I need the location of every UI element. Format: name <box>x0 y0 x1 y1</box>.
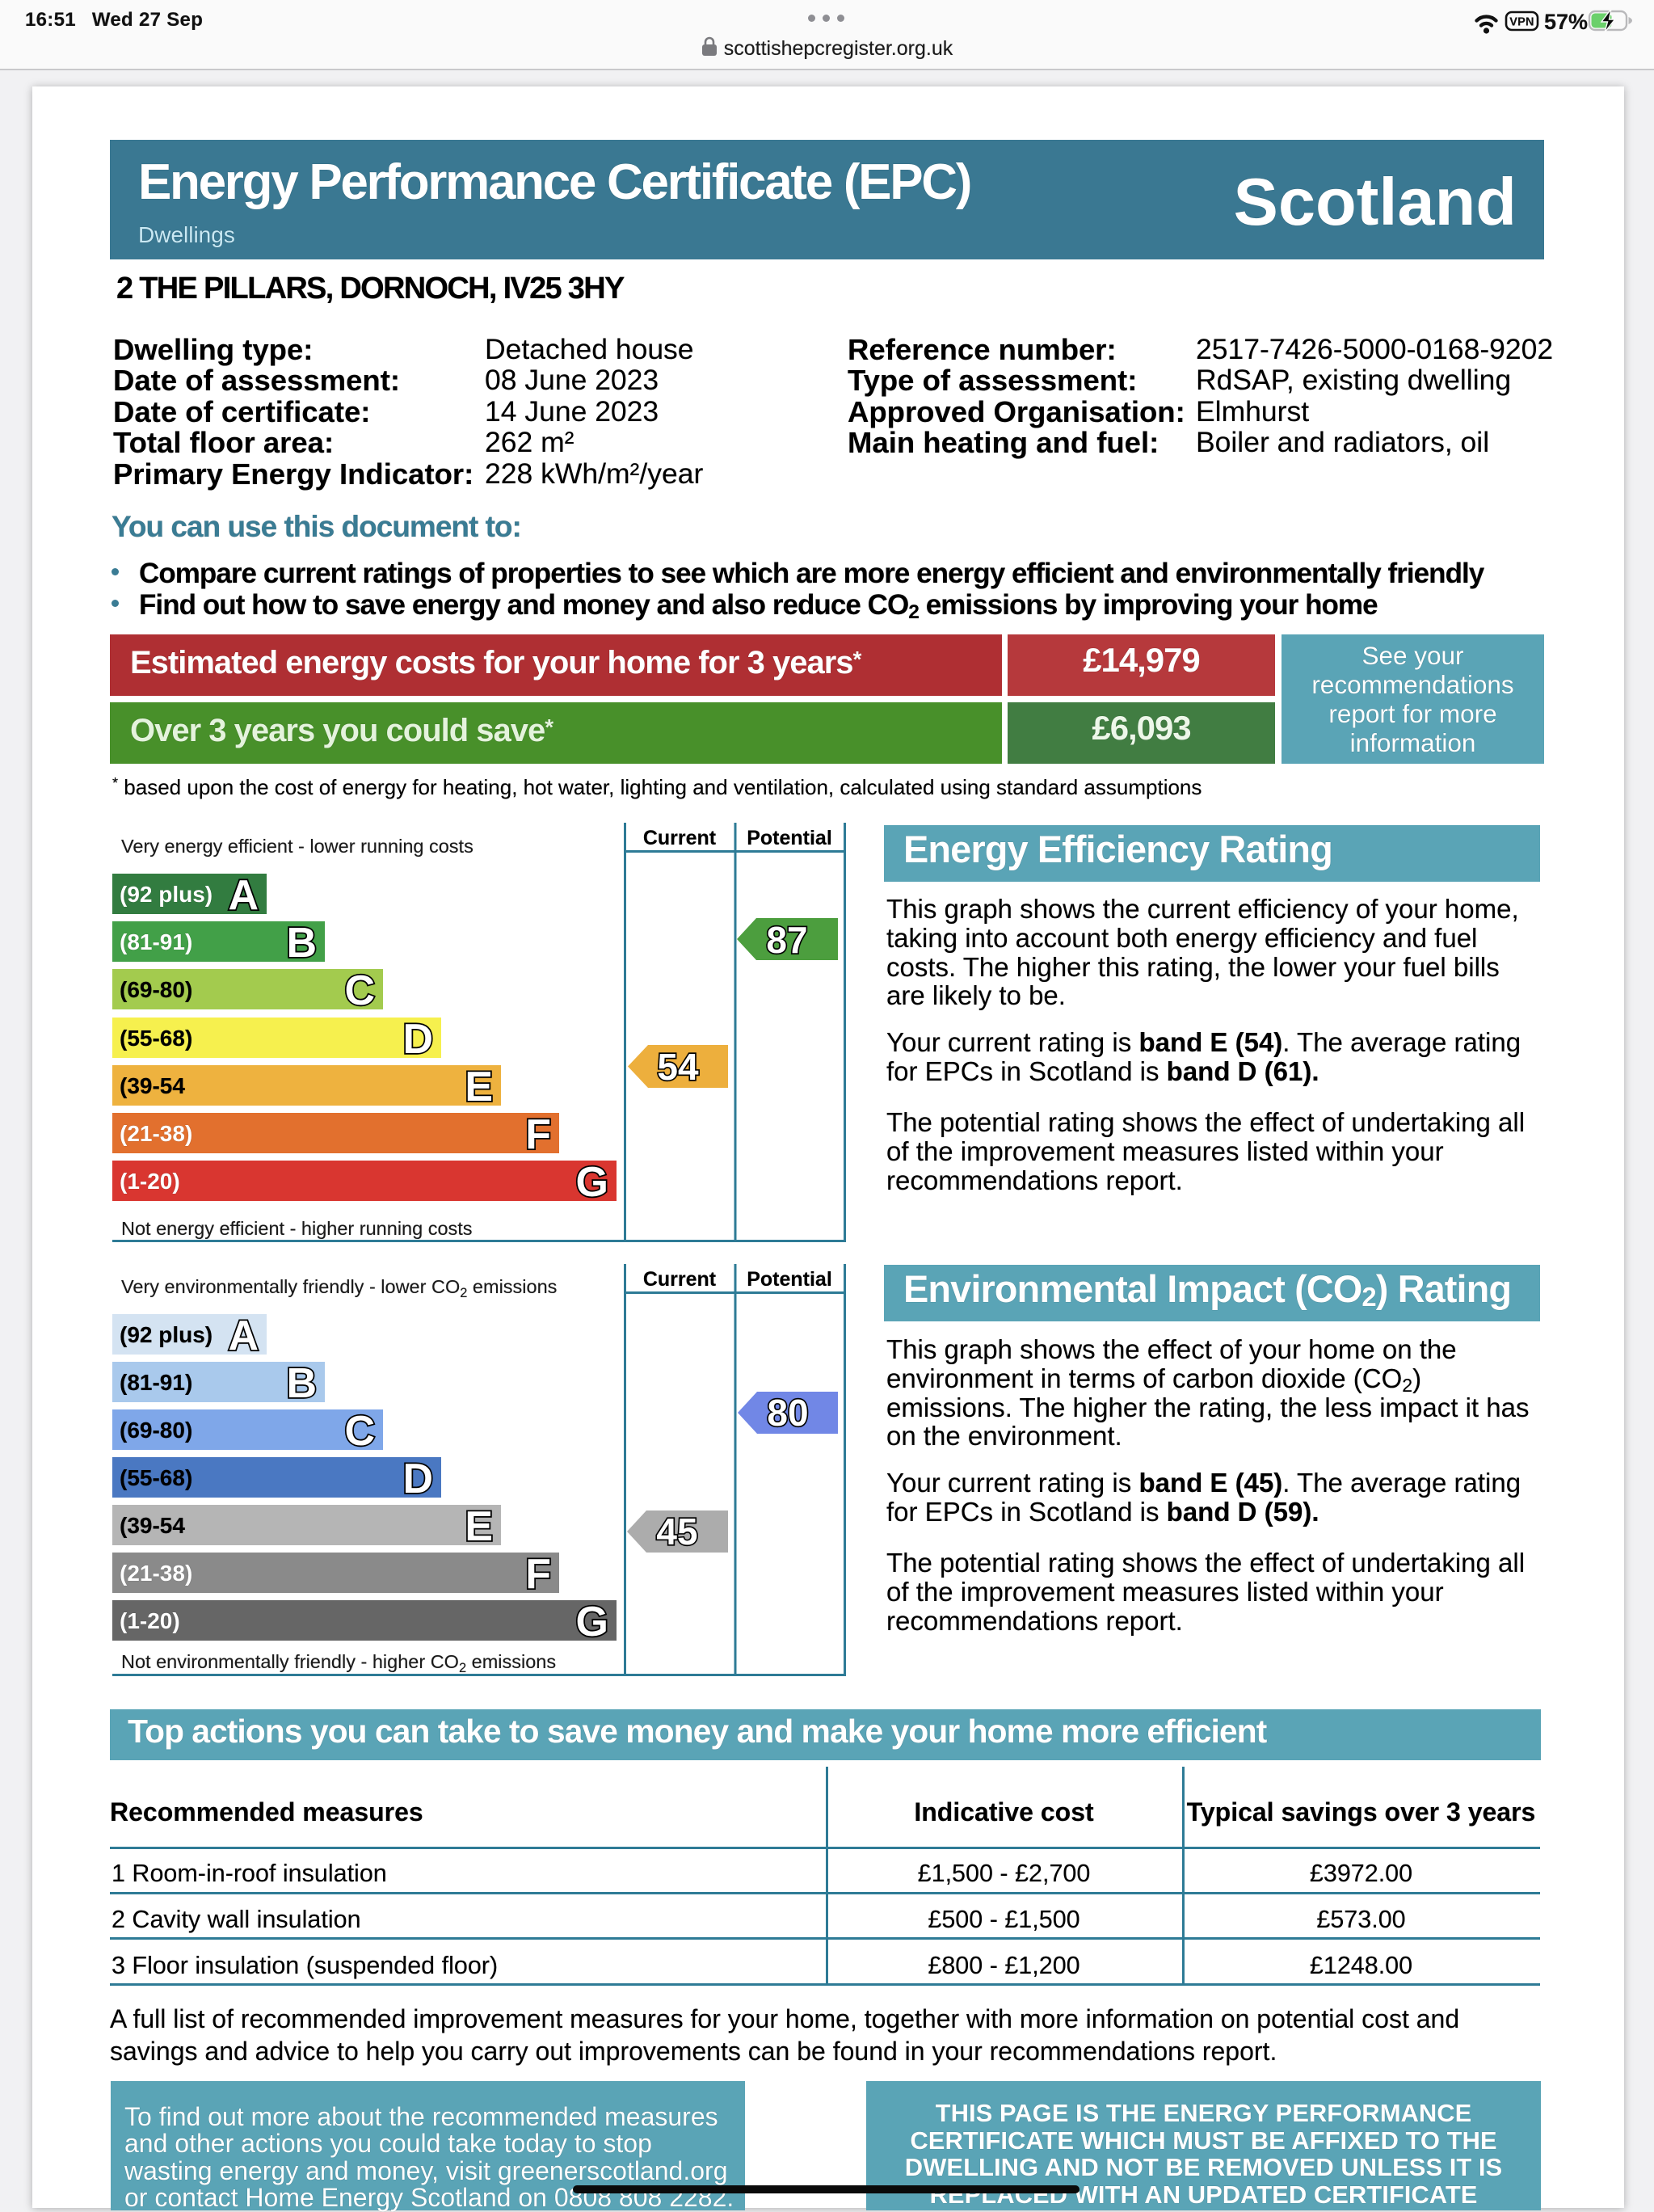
svg-text:(1-20): (1-20) <box>120 1608 180 1633</box>
svg-text:87: 87 <box>766 919 807 961</box>
svg-text:Potential: Potential <box>747 827 832 849</box>
svg-text:D: D <box>402 1456 433 1502</box>
svg-text:E: E <box>465 1503 493 1550</box>
svg-text:(39-54: (39-54 <box>120 1073 185 1098</box>
svg-text:A: A <box>228 872 259 919</box>
svg-text:F: F <box>525 1551 551 1598</box>
svg-text:C: C <box>344 1408 375 1455</box>
svg-text:(92 plus): (92 plus) <box>120 1322 213 1347</box>
svg-text:(21-38): (21-38) <box>120 1121 192 1146</box>
svg-text:F: F <box>525 1111 551 1158</box>
svg-text:E: E <box>465 1064 493 1110</box>
svg-text:Current: Current <box>643 1268 717 1291</box>
svg-text:45: 45 <box>656 1510 697 1553</box>
svg-text:(1-20): (1-20) <box>120 1169 180 1194</box>
svg-text:80: 80 <box>767 1392 808 1434</box>
svg-text:(92 plus): (92 plus) <box>120 882 213 907</box>
svg-text:VPN: VPN <box>1509 16 1534 29</box>
svg-text:D: D <box>402 1016 433 1063</box>
svg-text:B: B <box>286 1360 317 1407</box>
svg-text:Current: Current <box>643 827 717 849</box>
svg-text:(21-38): (21-38) <box>120 1561 192 1586</box>
svg-text:(55-68): (55-68) <box>120 1026 192 1051</box>
svg-text:B: B <box>286 920 317 967</box>
svg-text:G: G <box>576 1159 608 1206</box>
svg-text:Potential: Potential <box>747 1268 832 1291</box>
svg-text:G: G <box>576 1599 608 1645</box>
svg-text:(39-54: (39-54 <box>120 1513 185 1538</box>
svg-text:(81-91): (81-91) <box>120 929 192 954</box>
svg-text:(69-80): (69-80) <box>120 1418 192 1443</box>
svg-text:(81-91): (81-91) <box>120 1370 192 1395</box>
svg-text:57%: 57% <box>1544 10 1588 34</box>
svg-text:(69-80): (69-80) <box>120 977 192 1002</box>
svg-text:A: A <box>228 1312 259 1359</box>
svg-text:(55-68): (55-68) <box>120 1465 192 1490</box>
svg-text:C: C <box>344 967 375 1014</box>
svg-text:54: 54 <box>657 1046 699 1088</box>
